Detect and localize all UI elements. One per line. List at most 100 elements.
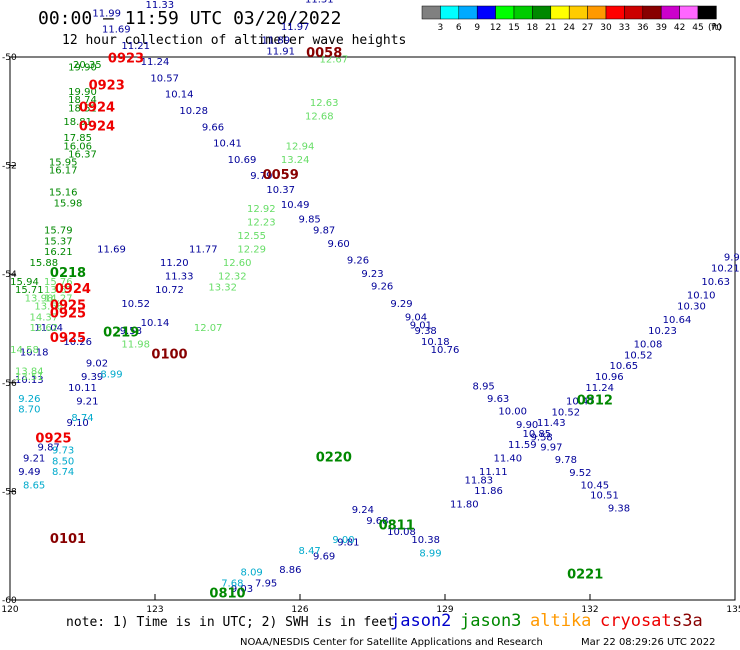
- data-point-label: 10.26: [63, 337, 92, 348]
- time-label: 0923: [108, 51, 144, 66]
- data-point-label: 11.77: [189, 244, 218, 255]
- data-point-label: 7.68: [221, 578, 243, 589]
- data-point-label: 15.98: [54, 198, 83, 209]
- data-point-label: 7.95: [255, 578, 277, 589]
- satellite-jason2-label: jason2: [390, 611, 451, 631]
- y-tick-label: -58: [2, 487, 17, 497]
- y-tick-label: -56: [2, 379, 17, 389]
- data-point-label: 13.62: [30, 323, 59, 334]
- data-point-label: 18.81: [63, 117, 92, 128]
- data-point-label: 9.81: [337, 538, 359, 549]
- colorbar-label: 15: [508, 23, 519, 33]
- data-point-label: 10.28: [179, 106, 208, 117]
- colorbar-swatch: [679, 5, 699, 20]
- data-point-label: 9.85: [299, 215, 321, 226]
- data-point-label: 10.10: [687, 291, 716, 302]
- data-point-label: 11.83: [465, 475, 494, 486]
- data-point-label: 10.72: [155, 285, 184, 296]
- data-point-label: 10.63: [701, 277, 730, 288]
- colorbar-swatch: [421, 5, 441, 20]
- time-label: 0218: [50, 266, 86, 281]
- time-label: 0101: [50, 532, 86, 547]
- time-label: 0219: [103, 326, 139, 341]
- data-point-label: 9.01: [410, 321, 432, 332]
- time-label: 0812: [577, 394, 613, 409]
- data-point-label: 8.86: [279, 565, 301, 576]
- colorbar-label: 30: [600, 23, 612, 33]
- footer-note: note: 1) Time is in UTC; 2) SWH is in fe…: [66, 615, 395, 630]
- data-point-label: 11.99: [92, 8, 121, 19]
- data-point-label: 10.21: [711, 263, 740, 274]
- colorbar-swatch: [532, 5, 552, 20]
- data-point-label: 10.49: [281, 200, 310, 211]
- data-point-label: 10.08: [387, 527, 416, 538]
- colorbar-unit: (ft): [708, 23, 722, 33]
- data-point-label: 9.78: [555, 455, 577, 466]
- data-point-label: 12.32: [218, 272, 247, 283]
- data-point-label: 10.64: [663, 315, 692, 326]
- colorbar-label: 45: [692, 23, 703, 33]
- data-point-label: 15.76: [44, 277, 73, 288]
- data-point-label: 9.87: [313, 225, 335, 236]
- y-tick-label: -50: [2, 53, 17, 63]
- data-point-label: 10.52: [624, 350, 653, 361]
- colorbar-label: 18: [527, 23, 539, 33]
- data-point-label: 16.06: [63, 141, 92, 152]
- data-point-label: 14.58: [10, 345, 39, 356]
- data-point-label: 19.90: [68, 63, 97, 74]
- data-point-label: 10.85: [523, 429, 552, 440]
- data-point-label: 15.79: [44, 225, 73, 236]
- footer-credit: NOAA/NESDIS Center for Satellite Applica…: [240, 637, 543, 648]
- colorbar-label: 21: [545, 23, 556, 33]
- colorbar-swatch: [440, 5, 460, 20]
- data-point-label: 9.73: [52, 445, 74, 456]
- data-point-label: 13.84: [15, 367, 44, 378]
- data-point-label: 10.30: [677, 301, 706, 312]
- colorbar-label: 39: [655, 23, 667, 33]
- data-point-label: 15.71: [15, 285, 44, 296]
- data-point-label: 10.18: [20, 348, 49, 359]
- data-point-label: 9.58: [120, 326, 142, 337]
- time-label: 0925: [50, 331, 86, 346]
- time-label: 0923: [89, 79, 125, 94]
- data-point-label: 9.02: [86, 359, 108, 370]
- colorbar-label: 42: [674, 23, 685, 33]
- data-point-label: 9.60: [328, 239, 350, 250]
- data-point-label: 9.52: [569, 468, 591, 479]
- data-point-label: 11.98: [121, 340, 150, 351]
- data-point-label: 11.97: [281, 22, 310, 33]
- data-point-label: 8.99: [100, 369, 122, 380]
- data-point-label: 9.26: [347, 255, 369, 266]
- satellite-cryosat-label: cryosat: [600, 611, 672, 631]
- time-label: 0059: [263, 168, 299, 183]
- data-point-label: 13.51: [15, 372, 44, 383]
- data-point-label: 20.35: [73, 60, 102, 71]
- data-point-label: 16.21: [44, 247, 73, 258]
- data-point-label: 10.52: [552, 407, 581, 418]
- colorbar-label: 24: [563, 23, 575, 33]
- data-point-label: 9.10: [67, 418, 89, 429]
- data-point-label: 9.29: [390, 299, 412, 310]
- data-point-label: 10.51: [590, 490, 619, 501]
- colorbar-swatch: [568, 5, 588, 20]
- colorbar-label: 70: [711, 23, 723, 33]
- data-point-label: 8.95: [473, 381, 495, 392]
- data-point-label: 9.68: [366, 516, 388, 527]
- data-point-label: 11.33: [146, 0, 175, 11]
- data-point-label: 11.11: [479, 467, 508, 478]
- data-point-label: 9.87: [38, 443, 60, 454]
- data-point-label: 11.69: [97, 244, 126, 255]
- data-point-label: 10.13: [15, 375, 44, 386]
- time-label: 0058: [306, 46, 342, 61]
- data-point-label: 11.31: [305, 0, 334, 6]
- colorbar-swatch: [697, 5, 717, 20]
- colorbar-swatch: [605, 5, 625, 20]
- data-point-label: 15.88: [30, 258, 59, 269]
- time-label: 0925: [35, 432, 71, 447]
- data-point-label: 8.50: [52, 456, 74, 467]
- data-point-label: 8.74: [71, 413, 93, 424]
- data-point-label: 9.38: [415, 326, 437, 337]
- data-point-label: 11.89: [262, 35, 291, 46]
- data-point-label: 14.37: [30, 312, 59, 323]
- colorbar-label: 12: [490, 23, 501, 33]
